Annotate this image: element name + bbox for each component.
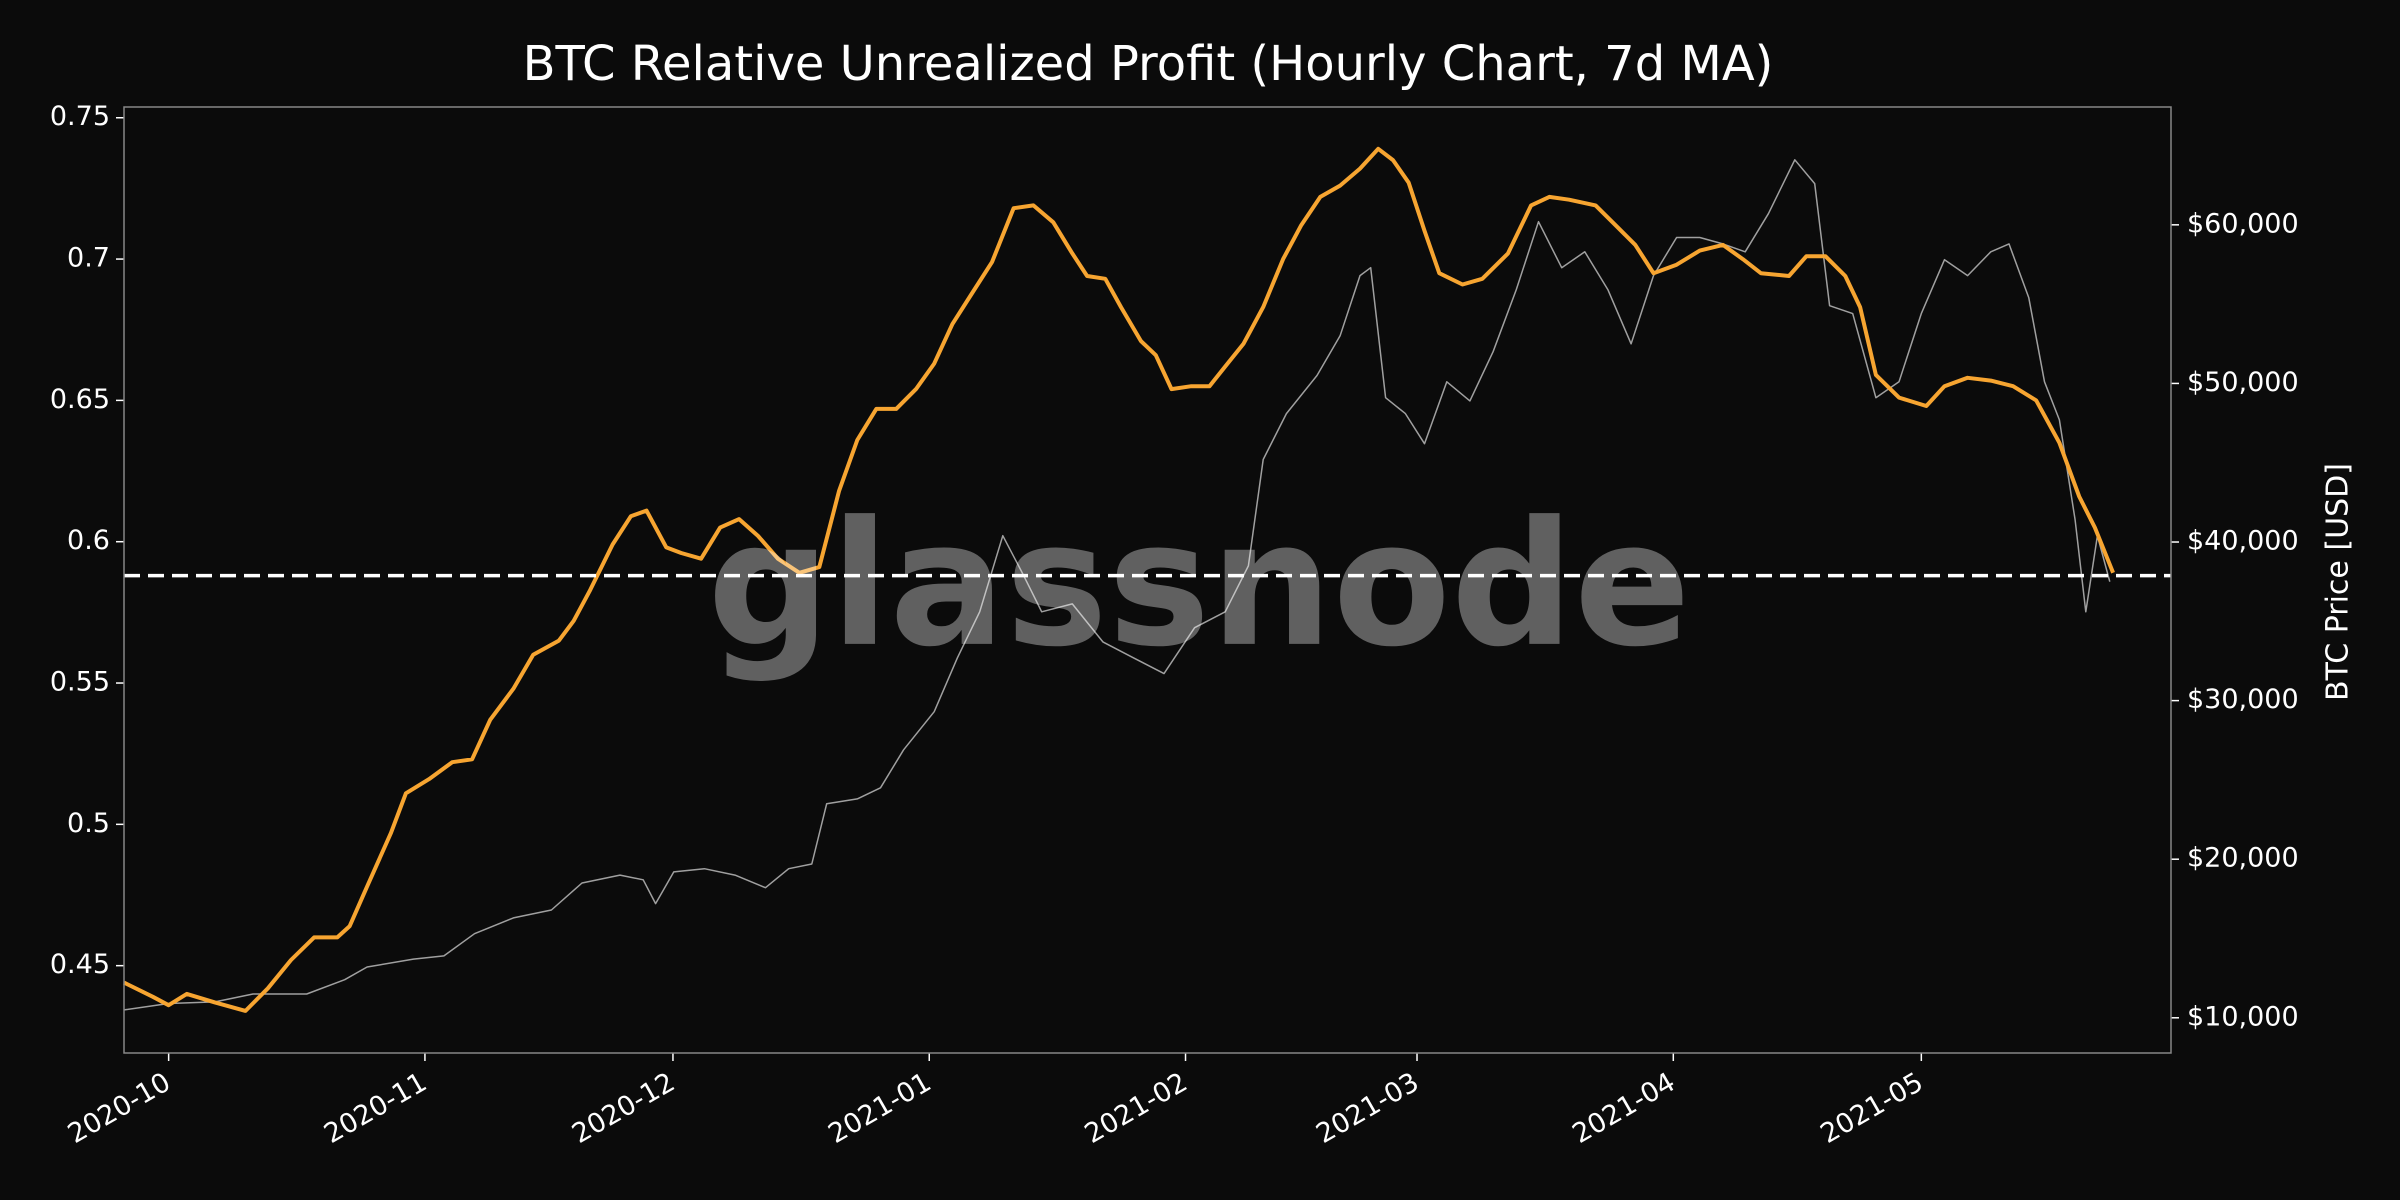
y-tick-label: 0.75 bbox=[50, 101, 110, 132]
y2-axis-label: BTC Price [USD] bbox=[2321, 463, 2356, 701]
y-tick-label: 0.6 bbox=[67, 525, 110, 556]
y-tick-label: 0.7 bbox=[67, 243, 110, 274]
price-line bbox=[123, 159, 2111, 1011]
y2-tick-label: $50,000 bbox=[2187, 367, 2299, 398]
y2-tick-label: $10,000 bbox=[2187, 1001, 2299, 1032]
y-tick-label: 0.55 bbox=[50, 667, 110, 698]
y2-tick-label: $60,000 bbox=[2187, 208, 2299, 239]
watermark: glassnode bbox=[707, 484, 1690, 685]
plot-frame bbox=[123, 106, 2172, 1054]
y2-tick-label: $20,000 bbox=[2187, 843, 2299, 874]
y2-tick-label: $40,000 bbox=[2187, 526, 2299, 557]
y-tick-label: 0.5 bbox=[67, 808, 110, 839]
chart-title: BTC Relative Unrealized Profit (Hourly C… bbox=[523, 36, 1774, 92]
y-tick-label: 0.65 bbox=[50, 384, 110, 415]
y-tick-label: 0.45 bbox=[50, 949, 110, 980]
y2-tick-label: $30,000 bbox=[2187, 684, 2299, 715]
profit-line bbox=[123, 146, 2115, 1013]
